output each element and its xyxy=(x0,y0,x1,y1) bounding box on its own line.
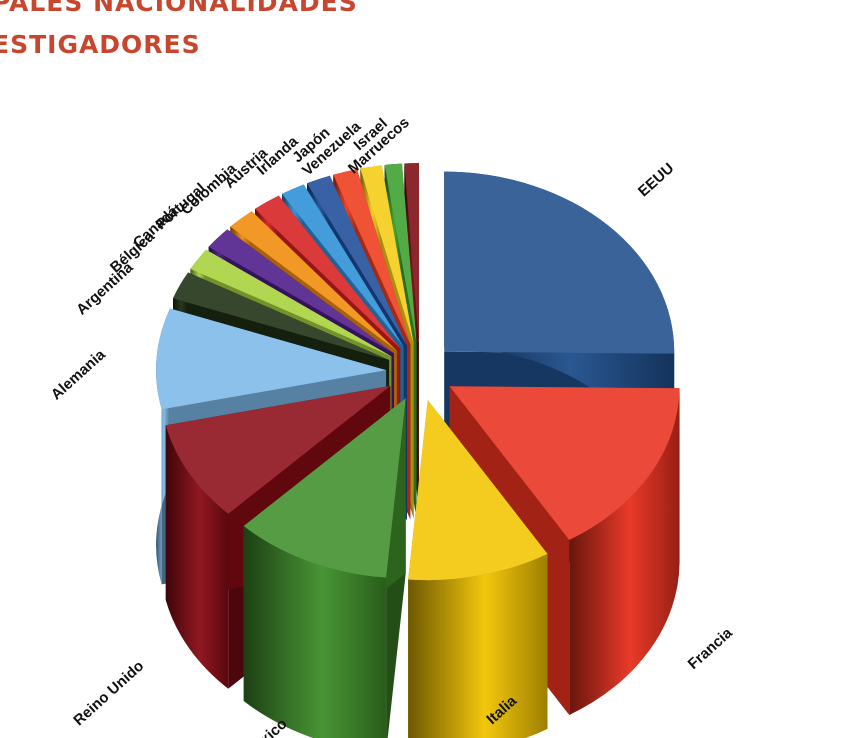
slice-top-israel xyxy=(384,163,417,344)
slice-wall-reino-unido xyxy=(165,425,229,689)
slice-top-reino-unido xyxy=(165,385,391,514)
slice-top-austria xyxy=(282,184,404,347)
slice-top-eeuu xyxy=(444,171,675,354)
slice-top-marruecos xyxy=(404,163,419,344)
slice-label-francia: Francia xyxy=(685,624,737,673)
slice-top-alemania xyxy=(156,308,387,410)
slice-label-eeuu: EEUU xyxy=(635,160,677,201)
slice-top-belgica xyxy=(190,249,392,357)
slice-wall-mexico xyxy=(243,526,387,738)
slice-top-japon xyxy=(333,169,411,345)
slice-top-irlanda xyxy=(307,175,407,346)
slice-italia xyxy=(408,400,548,738)
chart-title-line-1: PALES NACIONALIDADES xyxy=(0,0,358,17)
slice-wall-italia xyxy=(408,553,548,738)
slice-top-argentina xyxy=(172,272,390,360)
slice-top-portugal xyxy=(230,211,397,351)
slice-mexico xyxy=(243,398,406,738)
chart-title-line-2: ESTIGADORES xyxy=(0,30,201,59)
slice-top-venezuela xyxy=(360,165,414,344)
slice-label-alemania: Alemania xyxy=(48,346,109,404)
slice-top-canada xyxy=(208,229,394,354)
slice-top-italia xyxy=(408,400,548,581)
slices-layer xyxy=(156,163,680,738)
slice-top-mexico xyxy=(243,398,406,578)
slice-wall-francia xyxy=(569,388,680,715)
slice-top-colombia xyxy=(255,195,401,349)
slice-label-reino-unido: Reino Unido xyxy=(70,657,147,729)
slice-top-francia xyxy=(449,386,680,540)
